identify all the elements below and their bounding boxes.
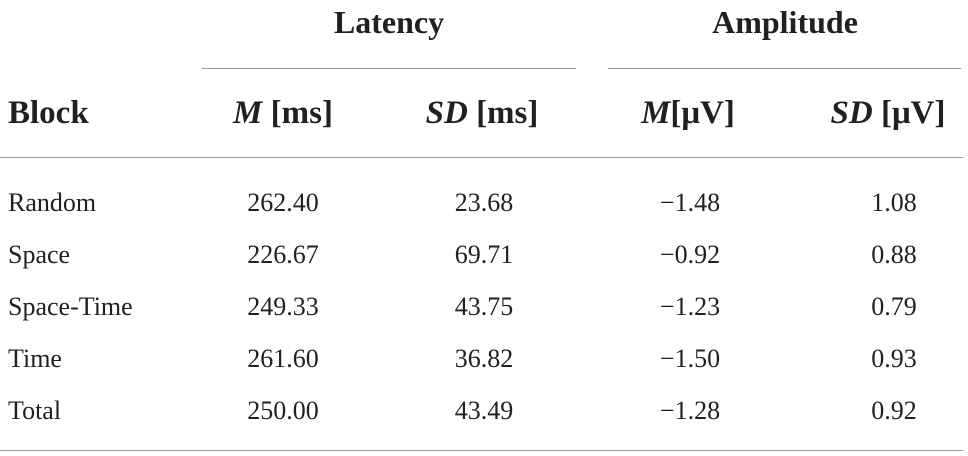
cell-block: Space-Time xyxy=(8,292,133,321)
cell-block: Total xyxy=(8,396,62,425)
cell-latency-sd: 43.75 xyxy=(454,292,514,321)
cell-latency-sd: 69.71 xyxy=(454,240,514,269)
cell-amplitude-mean: −1.48 xyxy=(659,188,721,217)
cell-latency-mean: 249.33 xyxy=(247,292,319,321)
cell-block: Space xyxy=(8,240,71,269)
cell-latency-mean: 226.67 xyxy=(247,240,319,269)
cell-amplitude-mean: −1.23 xyxy=(659,292,721,321)
header-rule xyxy=(0,157,963,158)
latency-group-rule xyxy=(202,68,576,69)
cell-latency-sd: 43.49 xyxy=(454,396,514,425)
column-header-amplitude-sd: SD [μV] xyxy=(830,95,946,131)
group-header-latency: Latency xyxy=(333,4,445,40)
column-header-latency-sd: SD [ms] xyxy=(425,95,539,131)
column-header-block: Block xyxy=(8,95,89,131)
cell-block: Time xyxy=(8,344,62,373)
cell-amplitude-sd: 0.88 xyxy=(871,240,917,269)
bottom-rule xyxy=(0,450,963,451)
cell-amplitude-sd: 0.92 xyxy=(871,396,917,425)
cell-amplitude-sd: 0.93 xyxy=(871,344,917,373)
column-header-amplitude-mean: M[μV] xyxy=(641,95,735,131)
cell-block: Random xyxy=(8,188,97,217)
cell-amplitude-mean: −1.28 xyxy=(659,396,721,425)
cell-latency-mean: 262.40 xyxy=(247,188,319,217)
cell-latency-sd: 36.82 xyxy=(454,344,514,373)
cell-latency-mean: 261.60 xyxy=(247,344,319,373)
cell-latency-sd: 23.68 xyxy=(454,188,514,217)
cell-amplitude-mean: −1.50 xyxy=(659,344,721,373)
cell-amplitude-mean: −0.92 xyxy=(659,240,721,269)
cell-latency-mean: 250.00 xyxy=(247,396,319,425)
amplitude-group-rule xyxy=(608,68,961,69)
cell-amplitude-sd: 1.08 xyxy=(871,188,917,217)
column-header-latency-mean: M [ms] xyxy=(233,95,333,131)
group-header-amplitude: Amplitude xyxy=(712,4,858,40)
cell-amplitude-sd: 0.79 xyxy=(871,292,917,321)
